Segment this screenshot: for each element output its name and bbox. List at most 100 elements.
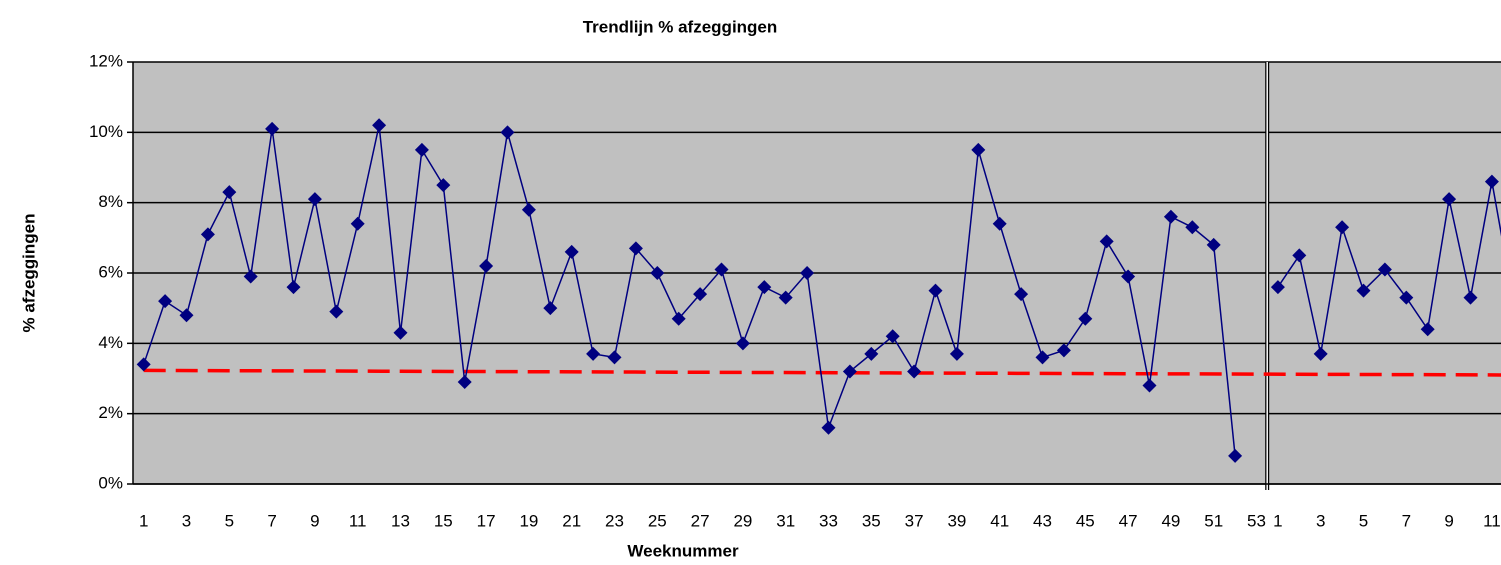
data-point [1014,287,1029,302]
data-point [329,304,344,319]
data-point [179,308,194,323]
x-tick-label: 27 [691,511,710,530]
chart-title: Trendlijn % afzeggingen [583,17,778,36]
data-point [1185,220,1200,235]
data-point [992,216,1007,231]
x-tick-label: 3 [1316,511,1325,530]
x-tick-label: 47 [1119,511,1138,530]
data-point [1228,448,1243,463]
y-tick-label: 2% [98,403,123,422]
data-point [286,280,301,295]
y-axis-label: % afzeggingen [19,213,38,332]
x-tick-label: 23 [605,511,624,530]
data-point [1163,209,1178,224]
data-point [1078,311,1093,326]
data-point [1377,262,1392,277]
x-tick-label: 9 [1444,511,1453,530]
x-tick-label: 43 [1033,511,1052,530]
y-tick-label: 8% [98,192,123,211]
data-point [521,202,536,217]
data-point [1313,346,1328,361]
data-point [564,244,579,259]
data-point [1292,248,1307,263]
x-tick-label: 5 [225,511,234,530]
x-tick-label: 5 [1359,511,1368,530]
x-tick-label: 15 [434,511,453,530]
data-point [265,121,280,136]
data-point [393,325,408,340]
data-point [607,350,622,365]
x-tick-label: 51 [1204,511,1223,530]
data-point [821,420,836,435]
y-tick-label: 10% [89,122,123,141]
data-point [436,178,451,193]
x-tick-label: 33 [819,511,838,530]
data-point [222,185,237,200]
x-tick-label: 45 [1076,511,1095,530]
x-tick-label: 1 [139,511,148,530]
x-tick-label: 49 [1161,511,1180,530]
x-tick-label: 21 [562,511,581,530]
data-point [1206,237,1221,252]
data-point [735,336,750,351]
x-tick-label: 7 [267,511,276,530]
data-point [800,266,815,280]
data-point [1442,192,1457,207]
x-tick-label: 37 [905,511,924,530]
data-point [479,258,494,273]
x-tick-label: 11 [1483,511,1501,530]
y-tick-label: 0% [98,473,123,492]
y-tick-label: 6% [98,262,123,281]
data-point [1463,290,1478,305]
data-point [671,311,686,326]
x-tick-label: 13 [391,511,410,530]
data-point [971,142,986,157]
x-tick-label: 41 [990,511,1009,530]
data-point [243,269,258,284]
x-tick-label: 19 [519,511,538,530]
data-point [136,357,151,372]
data-point [949,346,964,361]
data-point [1121,269,1136,284]
data-point [414,142,429,157]
data-point [628,241,643,256]
x-tick-label: 25 [648,511,667,530]
x-tick-label: 31 [776,511,795,530]
x-tick-label: 7 [1402,511,1411,530]
x-tick-label: 11 [349,511,367,530]
data-point [778,290,793,305]
x-axis-label: Weeknummer [627,541,739,560]
data-point [200,227,215,242]
data-point [543,301,558,316]
x-tick-label: 9 [310,511,319,530]
data-point [714,262,729,277]
data-point [885,329,900,344]
data-point [1420,322,1435,337]
x-tick-label: 1 [1273,511,1282,530]
x-tick-label: 35 [862,511,881,530]
data-point [1356,283,1371,298]
data-point [586,346,601,361]
x-tick-label: 29 [733,511,752,530]
x-tick-label: 3 [182,511,191,530]
data-point [1142,378,1157,393]
data-point [1099,234,1114,249]
data-point [350,216,365,231]
data-point [372,118,387,133]
data-point [693,287,708,302]
data-point [158,294,173,309]
data-point [1335,220,1350,235]
data-point [842,364,857,379]
x-tick-label: 39 [947,511,966,530]
data-point [864,346,879,361]
data-point [650,266,665,280]
data-point [457,375,472,390]
data-point [1270,280,1285,295]
plot-layer: 1 3 5 7 9 11 13 15 17 19 21 23 25 27 29 31 33 35 37 39 41 43 4… [127,61,1501,530]
data-point [1056,343,1071,358]
data-point [928,283,943,298]
y-tick-label: 12% [89,51,123,70]
data-point [757,280,772,295]
trendline [143,368,1501,377]
